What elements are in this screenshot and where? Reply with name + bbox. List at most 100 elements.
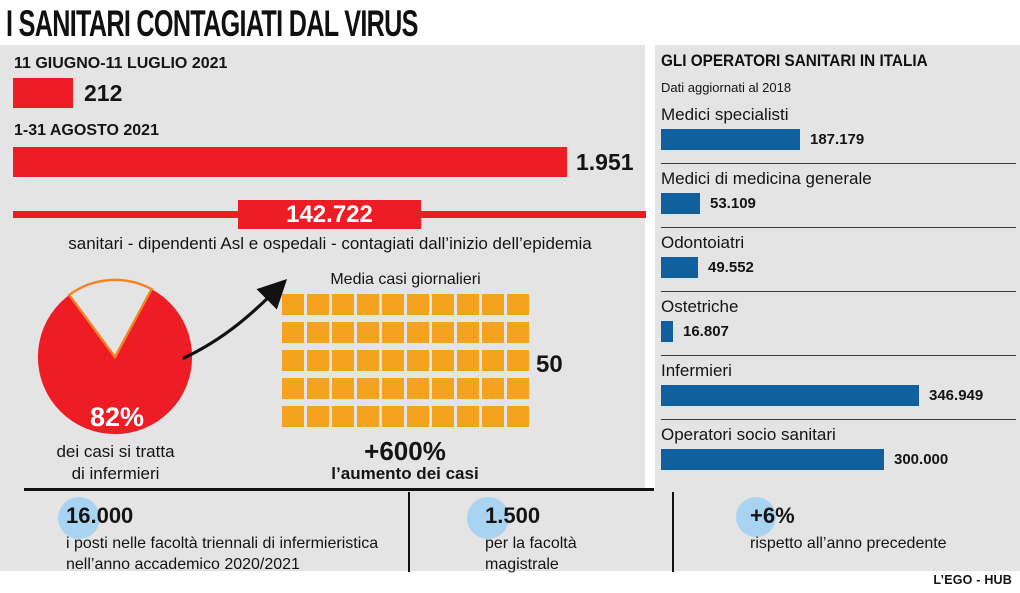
waffle-square (407, 322, 429, 343)
total-caption: sanitari - dipendenti Asl e ospedali - c… (68, 234, 592, 253)
waffle-square (507, 406, 529, 427)
divider (672, 492, 674, 572)
waffle-square (332, 378, 354, 399)
waffle-square (457, 322, 479, 343)
waffle-square (482, 406, 504, 427)
waffle-square (407, 378, 429, 399)
waffle-square (332, 406, 354, 427)
waffle-square (332, 322, 354, 343)
operator-label: Medici di medicina generale (661, 169, 872, 188)
operator-row: Medici specialisti 187.179 (661, 100, 1016, 164)
stat-circle (467, 497, 509, 539)
waffle-square (282, 406, 304, 427)
waffle-square (307, 378, 329, 399)
waffle-square (282, 378, 304, 399)
operator-value: 49.552 (708, 259, 754, 276)
waffle-chart (282, 294, 529, 427)
pie-slice-altri (67, 278, 154, 360)
increase-value: +600% (364, 436, 446, 466)
waffle-square (357, 406, 379, 427)
operator-row: Infermieri 346.949 (661, 356, 1016, 420)
operator-row: Odontoiatri 49.552 (661, 228, 1016, 292)
waffle-square (457, 406, 479, 427)
waffle-square (357, 294, 379, 315)
stat-caption: rispetto all’anno precedente (750, 533, 947, 554)
stat-number-posti-triennali: 16.000 (66, 503, 134, 528)
waffle-title: Media casi giornalieri (330, 271, 481, 288)
operator-label: Ostetriche (661, 297, 739, 316)
period-bar (13, 147, 567, 177)
period-1-label: 11 GIUGNO-11 LUGLIO 2021 (14, 55, 228, 72)
operator-label: Medici specialisti (661, 105, 789, 124)
stat-caption-line: i posti nelle facoltà triennali di infer… (66, 535, 379, 552)
waffle-square (357, 378, 379, 399)
pie-percent-label: 82% (89, 402, 145, 432)
operator-row: Operatori socio sanitari 300.000 (661, 420, 1016, 484)
waffle-square (357, 322, 379, 343)
waffle-square (482, 378, 504, 399)
waffle-square (307, 322, 329, 343)
arrow-icon (182, 278, 288, 360)
waffle-square (332, 294, 354, 315)
waffle-square (457, 350, 479, 371)
waffle-square (407, 406, 429, 427)
operator-bar (661, 385, 919, 406)
operator-bar (661, 321, 673, 342)
waffle-square (432, 406, 454, 427)
waffle-square (307, 350, 329, 371)
stat-caption-line: magistrale (485, 556, 559, 573)
stat-caption-line: rispetto all’anno precedente (750, 535, 947, 552)
operator-bar (661, 449, 884, 470)
operator-label: Infermieri (661, 361, 732, 380)
period-2-label: 1-31 AGOSTO 2021 (14, 122, 159, 139)
pie-caption-line1: dei casi si tratta (56, 442, 175, 461)
pie-caption: dei casi si tratta di infermieri (28, 441, 203, 485)
operator-bar (661, 129, 800, 150)
waffle-square (507, 378, 529, 399)
divider (408, 492, 410, 572)
divider (24, 488, 654, 491)
stat-circle (58, 497, 100, 539)
stat-caption: i posti nelle facoltà triennali di infer… (66, 533, 378, 575)
stat-caption: per la facoltà magistrale (485, 533, 577, 575)
increase-caption: l’aumento dei casi (331, 464, 479, 483)
operator-value: 53.109 (710, 195, 756, 212)
stat-caption-line: nell’anno accademico 2020/2021 (66, 556, 300, 573)
waffle-square (507, 322, 529, 343)
right-panel-subtitle: Dati aggiornati al 2018 (661, 80, 792, 95)
operator-value: 16.807 (683, 323, 729, 340)
waffle-square (357, 350, 379, 371)
operator-row: Medici di medicina generale 53.109 (661, 164, 1016, 228)
waffle-square (382, 378, 404, 399)
waffle-square (457, 294, 479, 315)
operator-value: 346.949 (929, 387, 984, 404)
total-value-badge: 142.722 (238, 200, 421, 229)
waffle-square (282, 294, 304, 315)
operator-bar (661, 193, 700, 214)
stat-caption-line: per la facoltà (485, 535, 577, 552)
operator-label: Operatori socio sanitari (661, 425, 836, 444)
stat-number-magistrale: 1.500 (485, 503, 541, 528)
credit-label: L’EGO - HUB (933, 573, 1012, 587)
waffle-square (382, 322, 404, 343)
waffle-square (432, 294, 454, 315)
operator-row: Ostetriche 16.807 (661, 292, 1016, 356)
period-1-value: 212 (84, 80, 123, 106)
waffle-value: 50 (536, 351, 563, 378)
waffle-square (507, 294, 529, 315)
operators-bar-chart: Medici specialisti 187.179 Medici di med… (661, 100, 1016, 484)
operator-label: Odontoiatri (661, 233, 745, 252)
waffle-square (482, 294, 504, 315)
operator-bar (661, 257, 698, 278)
waffle-square (482, 350, 504, 371)
pie-caption-line2: di infermieri (71, 464, 160, 483)
waffle-square (507, 350, 529, 371)
waffle-square (457, 378, 479, 399)
waffle-square (382, 406, 404, 427)
waffle-square (282, 350, 304, 371)
waffle-square (307, 294, 329, 315)
waffle-square (307, 406, 329, 427)
period-bar (13, 78, 73, 108)
stat-number-variazione: +6% (750, 503, 795, 528)
